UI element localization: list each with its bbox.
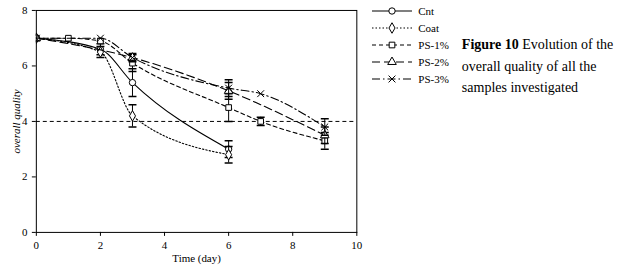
html-text:PS-2%: PS-2%	[418, 55, 449, 68]
svg-text:0: 0	[22, 226, 28, 238]
svg-text:8: 8	[22, 4, 28, 16]
svg-text:10: 10	[351, 239, 362, 251]
html-text:Figure 10 Evolution of the ove: Figure 10 Evolution of the overall quali…	[461, 37, 614, 96]
svg-text:4: 4	[162, 239, 168, 251]
svg-text:overall quality: overall quality	[10, 89, 22, 153]
svg-text:Time (day): Time (day)	[172, 252, 221, 265]
svg-text:2: 2	[22, 170, 27, 182]
html-text:Coat: Coat	[418, 21, 439, 34]
svg-text:4: 4	[22, 115, 28, 127]
html-text:Cnt: Cnt	[418, 4, 435, 17]
html-text:PS-3%: PS-3%	[418, 72, 449, 85]
svg-text:8: 8	[290, 239, 296, 251]
svg-text:0: 0	[34, 239, 40, 251]
svg-text:6: 6	[226, 239, 232, 251]
svg-text:6: 6	[22, 59, 28, 71]
html-text:PS-1%: PS-1%	[418, 38, 449, 51]
svg-text:2: 2	[98, 239, 103, 251]
